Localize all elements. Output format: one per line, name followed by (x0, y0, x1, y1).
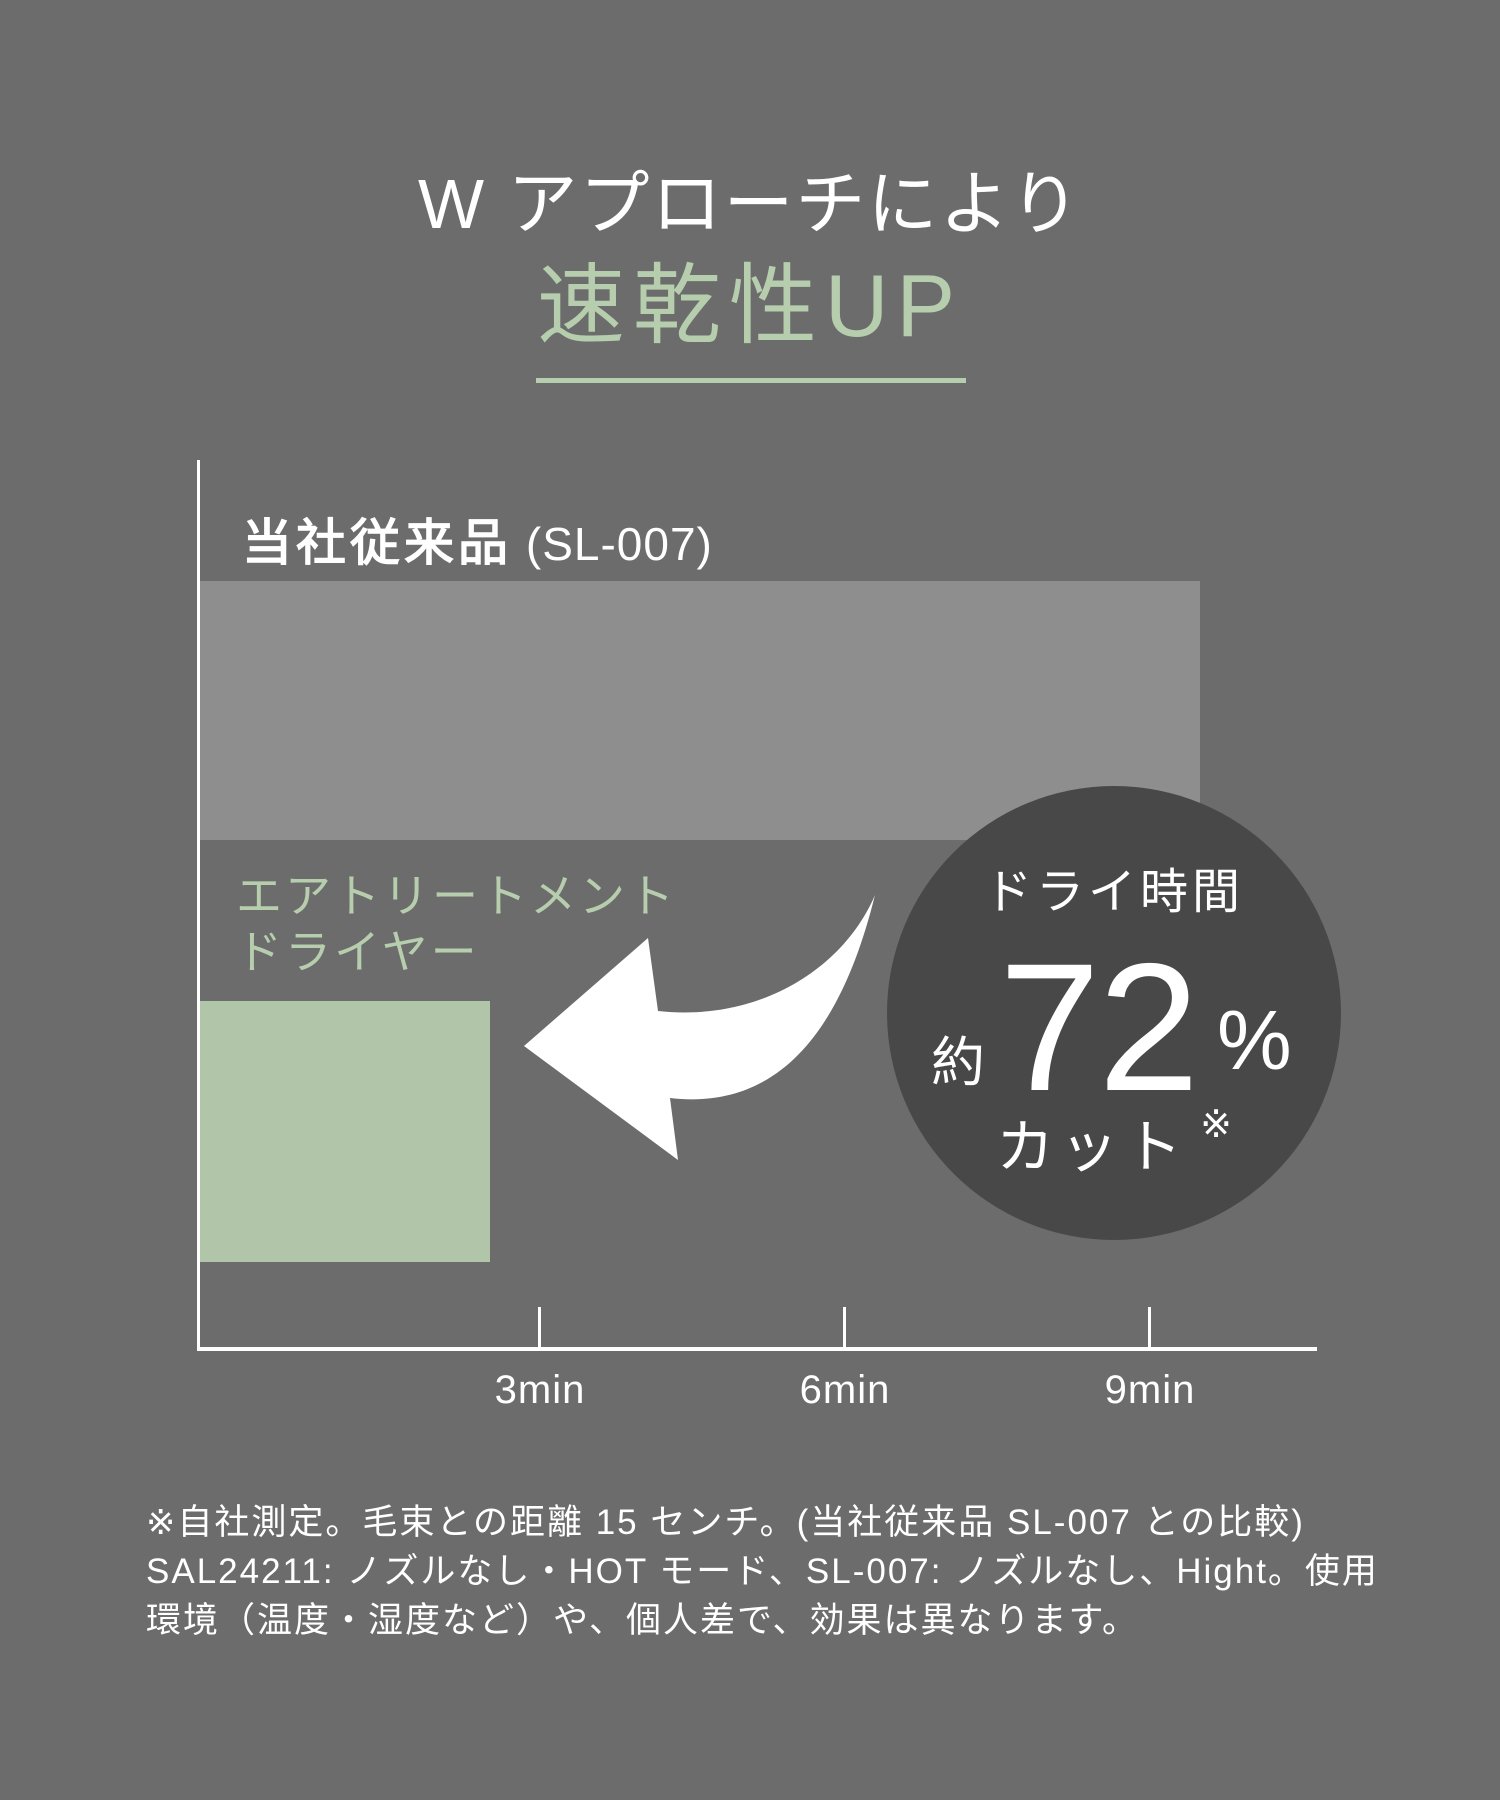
x-axis-tick-9min (1148, 1307, 1151, 1347)
badge-percent-value: 72 (999, 925, 1199, 1129)
bar-label-air-treatment-line1: エアトリートメント (236, 870, 677, 922)
bar-label-conventional-name: 当社従来品 (242, 515, 512, 571)
x-axis-tick-6min (843, 1307, 846, 1347)
bar-label-air-treatment-line2: ドライヤー (236, 926, 480, 978)
badge-approx-label: 約 (931, 1033, 985, 1093)
footnote-line-3: 環境（温度・湿度など）や、個人差で、効果は異なります。 (146, 1601, 1140, 1640)
bar-conventional-product (200, 581, 1200, 840)
badge-percent-sign: % (1217, 993, 1292, 1087)
page-title: W アプローチにより (417, 165, 1083, 243)
bar-label-air-treatment: エアトリートメント ドライヤー (236, 868, 677, 980)
badge-cut-label: カット ※ (887, 1100, 1341, 1184)
x-axis-tick-3min (538, 1307, 541, 1347)
badge-cut-text: カット (996, 1115, 1189, 1180)
bar-label-conventional: 当社従来品 (SL-007) (242, 503, 713, 575)
chart-x-axis (197, 1347, 1317, 1351)
bar-air-treatment-dryer (200, 1001, 490, 1262)
x-axis-label-6min: 6min (799, 1368, 891, 1412)
page-subtitle: 速乾性UP (536, 256, 964, 355)
footnote-line-2: SAL24211: ノズルなし・HOT モード、SL-007: ノズルなし、Hi… (146, 1552, 1379, 1591)
chart-y-axis (197, 460, 200, 1350)
x-axis-label-9min: 9min (1104, 1368, 1196, 1412)
badge-dry-time-label: ドライ時間 (983, 866, 1244, 919)
footnote-line-1: ※自社測定。毛束との距離 15 センチ。(当社従来品 SL-007 との比較) (146, 1503, 1305, 1542)
subtitle-underline (536, 378, 966, 383)
badge-footnote-mark: ※ (1200, 1104, 1232, 1146)
x-axis-label-3min: 3min (494, 1368, 586, 1412)
footnote: ※自社測定。毛束との距離 15 センチ。(当社従来品 SL-007 との比較) … (146, 1498, 1386, 1645)
bar-label-conventional-model: (SL-007) (525, 518, 713, 570)
dry-time-badge: ドライ時間 約 72 % カット ※ (887, 786, 1341, 1240)
